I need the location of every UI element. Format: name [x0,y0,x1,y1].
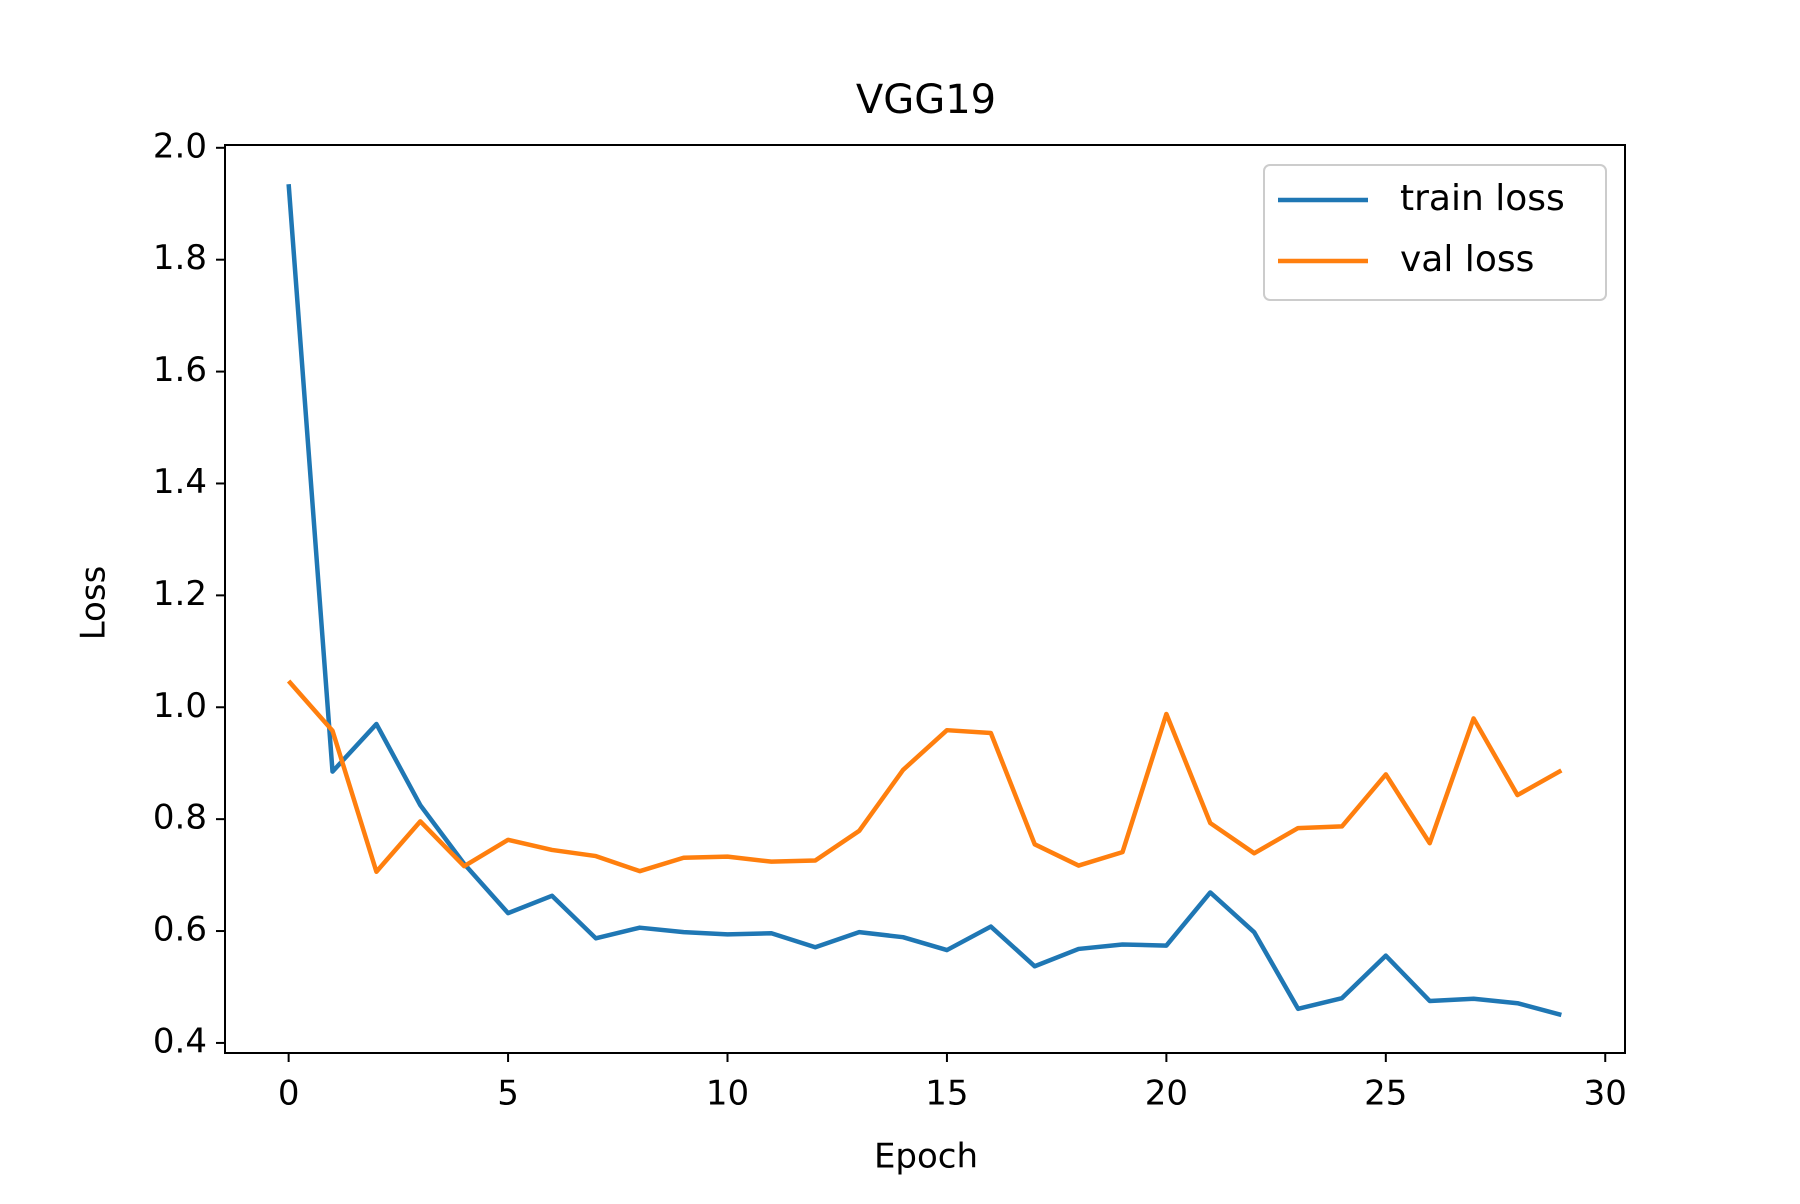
legend-label-val-loss: val loss [1400,239,1534,280]
x-axis-label: Epoch [874,1137,978,1177]
y-tick-label: 1.8 [153,238,207,278]
chart-title: VGG19 [856,77,996,123]
y-tick-label: 1.4 [153,462,207,502]
x-tick-label: 20 [1145,1074,1188,1114]
series-lines [286,183,1563,1018]
x-tick-label: 0 [278,1074,300,1114]
x-tick-label: 15 [925,1074,968,1114]
y-tick-label: 0.8 [153,798,207,838]
y-axis-ticks: 0.4 0.6 0.8 1.0 1.2 1.4 1.6 1.8 2.0 [153,126,225,1061]
x-tick-label: 5 [497,1074,519,1114]
y-tick-label: 2.0 [153,126,207,166]
plot-area-frame [224,144,1626,1054]
y-tick-label: 0.4 [153,1021,207,1061]
y-tick-label: 0.6 [153,910,207,950]
series-line-val-loss [286,679,1563,874]
y-tick-label: 1.2 [153,574,207,614]
x-tick-label: 30 [1584,1074,1627,1114]
legend-label-train-loss: train loss [1400,178,1565,219]
legend: train loss val loss [1263,164,1607,301]
y-tick-label: 1.0 [153,686,207,726]
x-tick-label: 25 [1364,1074,1407,1114]
x-tick-label: 10 [706,1074,749,1114]
x-axis-ticks: 0 5 10 15 20 25 30 [278,1053,1627,1114]
series-line-train-loss [286,183,1562,1018]
y-axis-label: Loss [74,566,114,641]
y-tick-label: 1.6 [153,350,207,390]
